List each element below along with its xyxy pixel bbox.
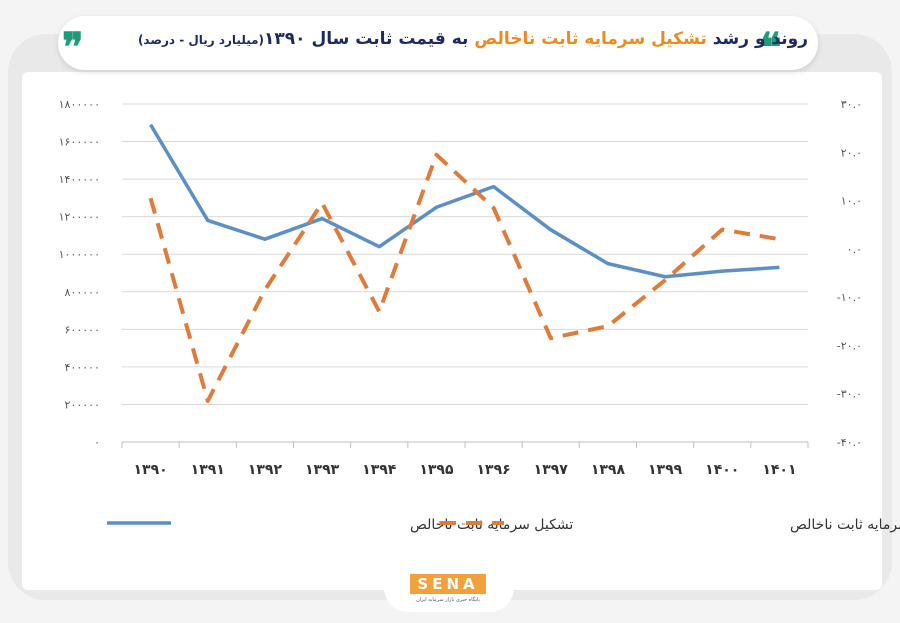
series-lines: [148, 123, 780, 403]
x-tick-label: ۱۴۰۱: [762, 462, 796, 478]
left-tick-label: ۸۰۰۰۰۰: [65, 286, 100, 299]
x-tick-label: ۱۳۹۷: [534, 462, 569, 478]
right-tick-label: ۲۰.۰: [841, 146, 862, 159]
right-axis-ticks: -۴۰.۰ -۳۰.۰ -۲۰.۰ -۱۰.۰ ۰.۰ ۱۰.۰ ۲۰.۰ ۳۰.۰: [837, 98, 862, 449]
x-tick-label: ۱۴۰۰: [705, 462, 739, 478]
left-tick-label: ۱۲۰۰۰۰۰: [59, 211, 100, 224]
right-tick-label: ۱۰.۰: [841, 195, 862, 208]
right-tick-label: -۴۰.۰: [837, 436, 862, 449]
legend-label: رشد تشکیل سرمایه ثابت ناخالص: [790, 517, 900, 533]
legend: تشکیل سرمایه ثابت ناخالص رشد تشکیل سرمایه…: [107, 517, 900, 533]
x-tick-label: ۱۳۹۰: [133, 462, 167, 478]
right-tick-label: -۳۰.۰: [837, 388, 862, 401]
right-tick-label: ۳۰.۰: [841, 98, 862, 111]
quote-open-icon: ❝: [760, 24, 782, 71]
x-tick-label: ۱۳۹۹: [648, 462, 683, 478]
x-tick-label: ۱۳۹۸: [591, 462, 626, 478]
left-tick-label: ۶۰۰۰۰۰: [65, 323, 100, 336]
left-tick-label: ۴۰۰۰۰۰: [65, 361, 100, 374]
page-title: روند و رشد تشکیل سرمایه ثابت ناخالص به ق…: [110, 29, 808, 49]
logo-subtitle: پایگاه خبری بازار سرمایه ایران: [416, 597, 480, 603]
x-tick-label: ۱۳۹۶: [476, 462, 510, 478]
title-banner: [58, 16, 818, 70]
x-tick-label: ۱۳۹۲: [248, 462, 283, 478]
title-unit: (میلیارد ریال - درصد): [137, 33, 265, 47]
title-part1: روند و رشد: [712, 29, 808, 49]
left-tick-label: ۱۸۰۰۰۰۰: [59, 98, 100, 111]
left-axis-ticks: ۰ ۲۰۰۰۰۰ ۴۰۰۰۰۰ ۶۰۰۰۰۰ ۸۰۰۰۰۰ ۱۰۰۰۰۰۰ ۱۲۰۰۰۰۰ ۱…: [59, 98, 100, 449]
right-tick-label: -۱۰.۰: [837, 291, 862, 304]
x-tick-label: ۱۳۹۴: [362, 462, 397, 478]
quote-close-icon: ❞: [62, 24, 84, 71]
x-tick-label: ۱۳۹۱: [191, 462, 225, 478]
left-tick-label: ۱۰۰۰۰۰۰: [59, 248, 100, 261]
left-tick-label: ۱۶۰۰۰۰۰: [59, 136, 100, 149]
chart-card: [22, 72, 882, 590]
right-tick-label: -۲۰.۰: [837, 339, 862, 352]
sena-logo: SENA: [410, 574, 486, 594]
title-part2: به قیمت ثابت سال ۱۳۹۰: [264, 29, 469, 49]
growth-series-line: [148, 152, 780, 403]
right-tick-label: ۰.۰: [847, 243, 862, 256]
x-tick-label: ۱۳۹۳: [305, 462, 340, 478]
capital-series-line: [149, 123, 780, 279]
x-tick-label: ۱۳۹۵: [419, 462, 454, 478]
x-axis-ticks: ۱۳۹۰ ۱۳۹۱ ۱۳۹۲ ۱۳۹۳ ۱۳۹۴ ۱۳۹۵ ۱۳۹۶ ۱۳۹۷ ۱۳۹۸ ۱۳۹۹…: [121, 442, 809, 478]
left-tick-label: ۲۰۰۰۰۰: [65, 398, 100, 411]
left-tick-label: ۰: [94, 436, 100, 449]
title-highlight: تشکیل سرمایه ثابت ناخالص: [474, 29, 707, 49]
legend-label: تشکیل سرمایه ثابت ناخالص: [410, 517, 573, 533]
left-tick-label: ۱۴۰۰۰۰۰: [59, 173, 100, 186]
